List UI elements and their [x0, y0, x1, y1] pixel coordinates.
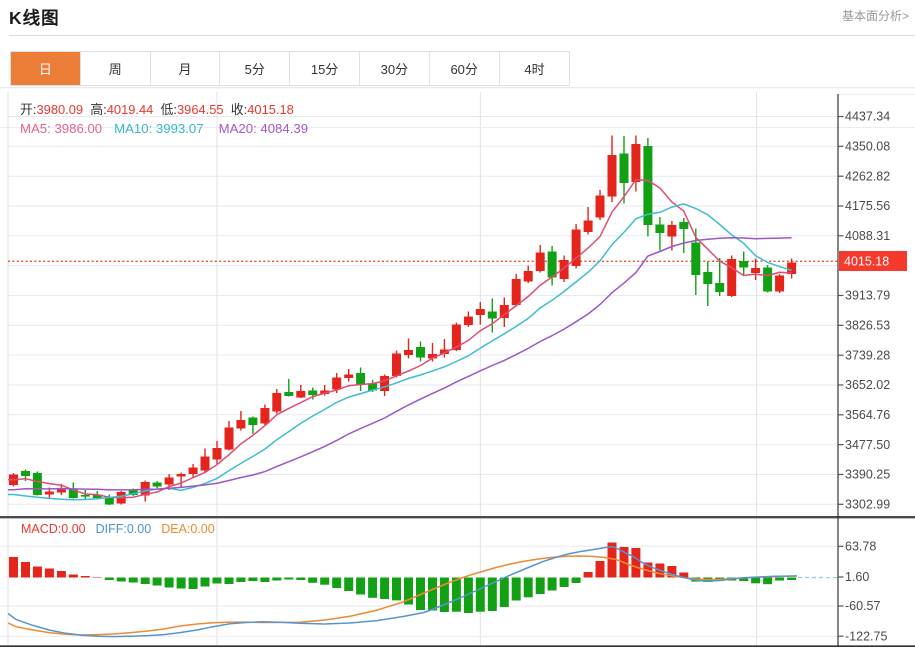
svg-text:3826.53: 3826.53: [845, 319, 890, 333]
svg-text:-122.75: -122.75: [845, 629, 887, 643]
svg-text:4088.31: 4088.31: [845, 229, 890, 243]
svg-text:3302.99: 3302.99: [845, 498, 890, 512]
svg-text:4175.56: 4175.56: [845, 199, 890, 213]
svg-text:3913.79: 3913.79: [845, 289, 890, 303]
svg-text:-60.57: -60.57: [845, 599, 880, 613]
svg-text:4015.18: 4015.18: [844, 255, 889, 269]
svg-text:4262.82: 4262.82: [845, 169, 890, 183]
svg-text:4350.08: 4350.08: [845, 140, 890, 154]
svg-text:4437.34: 4437.34: [845, 110, 890, 124]
svg-text:3739.28: 3739.28: [845, 348, 890, 362]
svg-text:3652.02: 3652.02: [845, 378, 890, 392]
svg-text:63.78: 63.78: [845, 540, 876, 554]
svg-text:1.60: 1.60: [845, 570, 869, 584]
svg-text:3390.25: 3390.25: [845, 468, 890, 482]
svg-text:3477.50: 3477.50: [845, 438, 890, 452]
svg-text:3564.76: 3564.76: [845, 408, 890, 422]
